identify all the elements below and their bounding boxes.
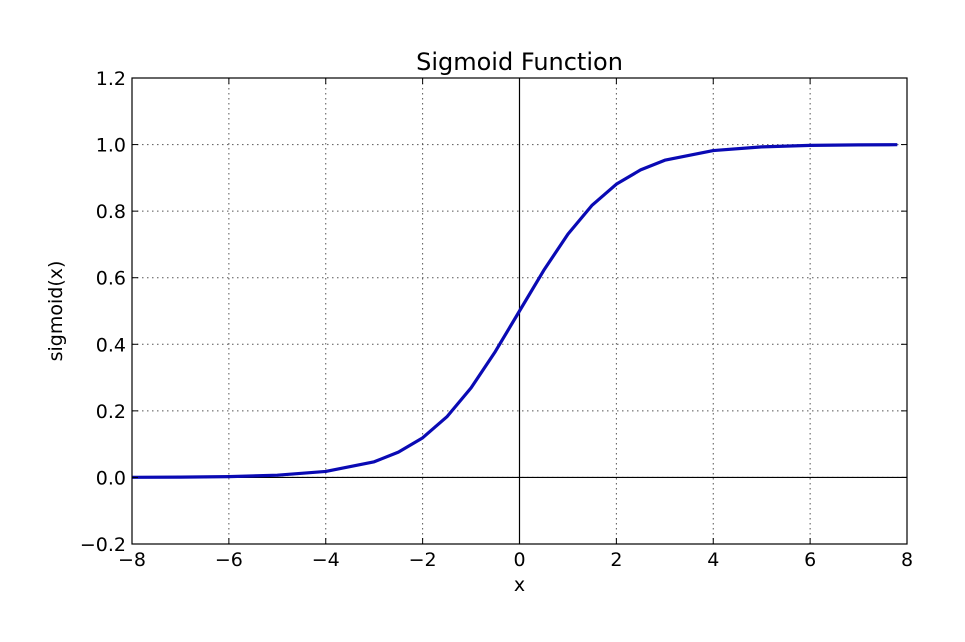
x-tick-label: −4 bbox=[312, 549, 340, 571]
x-tick-label: −2 bbox=[409, 549, 437, 571]
x-tick-label: 8 bbox=[901, 549, 913, 571]
y-tick-label: 0.6 bbox=[96, 268, 126, 290]
x-tick-label: 0 bbox=[513, 549, 525, 571]
y-tick-labels: −0.2 0.0 0.2 0.4 0.6 0.8 1.0 1.2 bbox=[80, 68, 126, 556]
y-tick-label: 0.0 bbox=[96, 467, 126, 489]
chart-title: Sigmoid Function bbox=[416, 48, 623, 76]
tick-marks bbox=[131, 77, 908, 545]
sigmoid-curve bbox=[131, 143, 898, 479]
y-tick-label: 0.4 bbox=[96, 334, 126, 356]
x-tick-label: 4 bbox=[707, 549, 719, 571]
series-layer bbox=[131, 143, 898, 479]
y-tick-label: 1.0 bbox=[96, 135, 126, 157]
y-tick-label: 0.8 bbox=[96, 201, 126, 223]
y-axis-label: sigmoid(x) bbox=[45, 261, 67, 362]
y-tick-label: −0.2 bbox=[80, 534, 126, 556]
x-tick-labels: −8 −6 −4 −2 0 2 4 6 8 bbox=[118, 549, 913, 571]
x-tick-label: −8 bbox=[118, 549, 146, 571]
x-axis-label: x bbox=[514, 574, 525, 596]
y-tick-label: 0.2 bbox=[96, 401, 126, 423]
y-tick-label: 1.2 bbox=[96, 68, 126, 90]
x-tick-label: −6 bbox=[215, 549, 243, 571]
x-tick-label: 6 bbox=[804, 549, 816, 571]
x-tick-label: 2 bbox=[610, 549, 622, 571]
